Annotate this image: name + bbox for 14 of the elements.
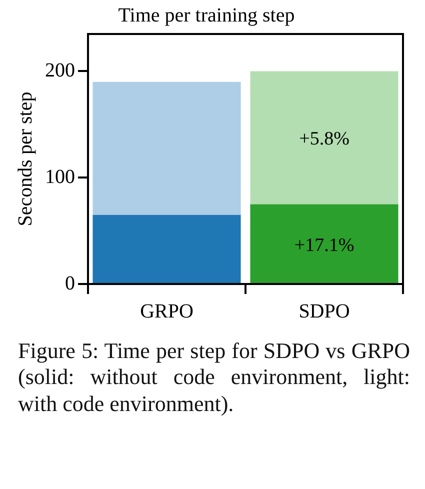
x-tick-label: SDPO	[298, 300, 350, 322]
y-tick-label: 100	[45, 166, 75, 188]
bar	[92, 214, 241, 284]
chart-title: Time per training step	[118, 4, 295, 26]
annotation: +17.1%	[294, 234, 354, 256]
bar	[250, 71, 398, 204]
y-tick-label: 0	[65, 272, 75, 294]
bar	[92, 82, 241, 215]
y-axis-title: Seconds per step	[14, 92, 36, 226]
caption: Figure 5: Time per step for SDPO vs GRPO (solid: without code environment, light: with code environment).	[18, 338, 410, 418]
annotation: +5.8%	[299, 128, 350, 150]
x-tick-label: GRPO	[140, 300, 194, 322]
y-tick-label: 200	[45, 59, 75, 82]
bar	[250, 204, 398, 284]
